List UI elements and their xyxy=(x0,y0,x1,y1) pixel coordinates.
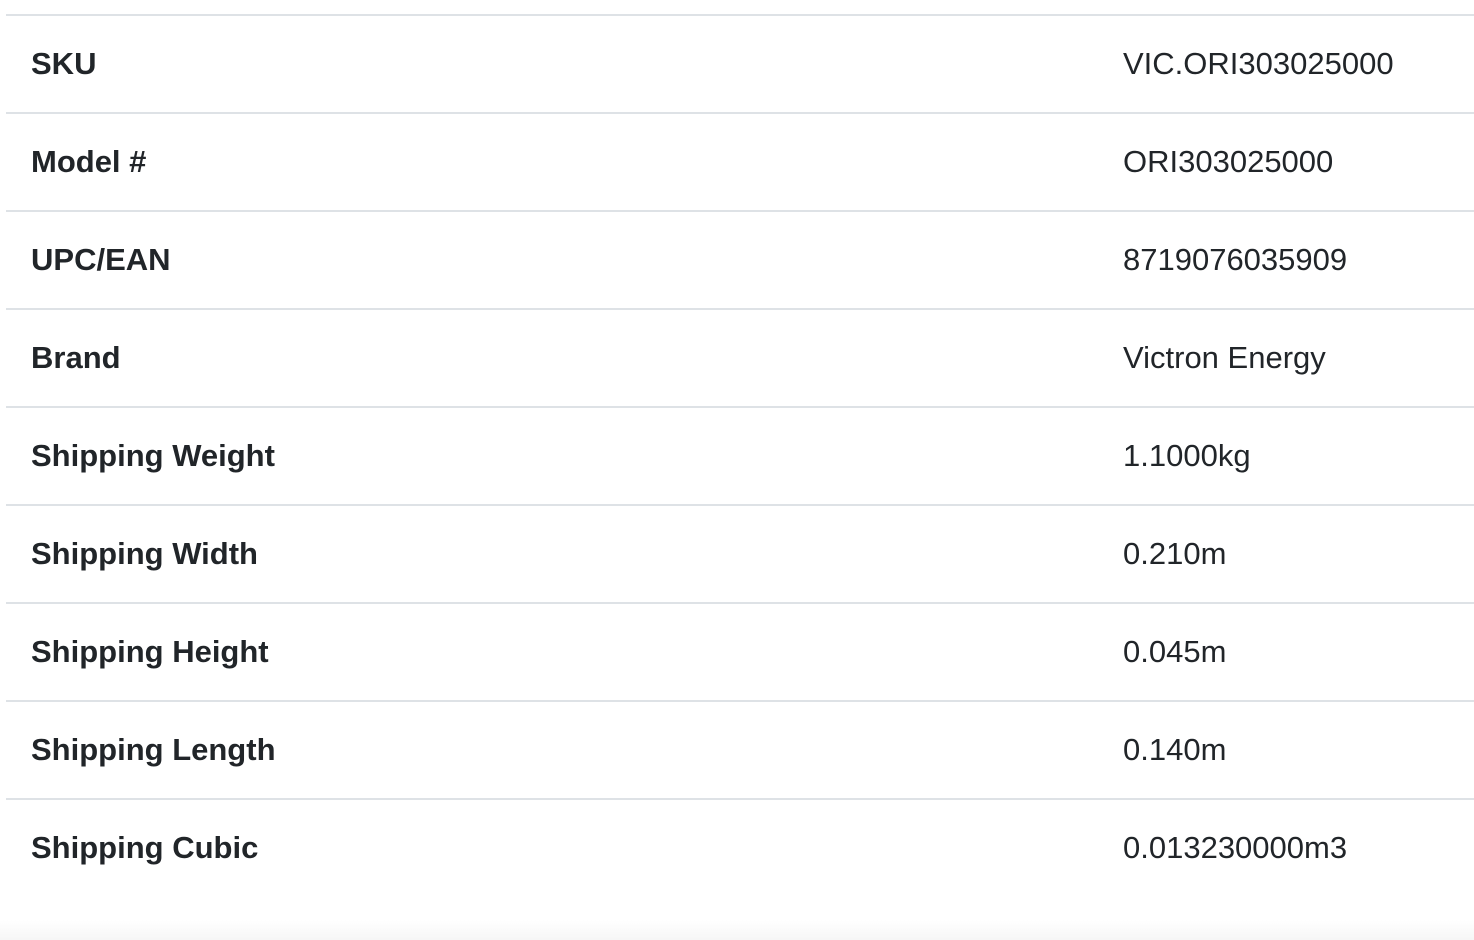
spec-value: 0.045m xyxy=(1123,634,1227,669)
spec-value: 0.210m xyxy=(1123,536,1227,571)
table-row: Shipping Weight 1.1000kg xyxy=(6,408,1474,506)
spec-value: 0.140m xyxy=(1123,732,1227,767)
table-row: Shipping Cubic 0.013230000m3 xyxy=(6,800,1474,896)
spec-label: Shipping Height xyxy=(31,634,269,669)
page-bottom-fade xyxy=(0,920,1474,940)
product-specs-table: SKU VIC.ORI303025000 Model # ORI303025000 UP… xyxy=(6,14,1474,896)
spec-label: SKU xyxy=(31,46,97,81)
spec-value: ORI303025000 xyxy=(1123,144,1334,179)
table-row: Shipping Height 0.045m xyxy=(6,604,1474,702)
spec-value: VIC.ORI303025000 xyxy=(1123,46,1394,81)
spec-label: Shipping Length xyxy=(31,732,276,767)
table-row: Shipping Length 0.140m xyxy=(6,702,1474,800)
spec-label: Shipping Weight xyxy=(31,438,275,473)
table-row: SKU VIC.ORI303025000 xyxy=(6,16,1474,114)
spec-label: Brand xyxy=(31,340,121,375)
spec-value: 0.013230000m3 xyxy=(1123,830,1348,865)
spec-label: Shipping Width xyxy=(31,536,258,571)
spec-label: UPC/EAN xyxy=(31,242,171,277)
table-row: UPC/EAN 8719076035909 xyxy=(6,212,1474,310)
spec-value: 8719076035909 xyxy=(1123,242,1348,277)
spec-label: Shipping Cubic xyxy=(31,830,259,865)
table-row: Brand Victron Energy xyxy=(6,310,1474,408)
spec-label: Model # xyxy=(31,144,147,179)
table-row: Shipping Width 0.210m xyxy=(6,506,1474,604)
spec-value: Victron Energy xyxy=(1123,340,1326,375)
table-row: Model # ORI303025000 xyxy=(6,114,1474,212)
spec-value: 1.1000kg xyxy=(1123,438,1251,473)
